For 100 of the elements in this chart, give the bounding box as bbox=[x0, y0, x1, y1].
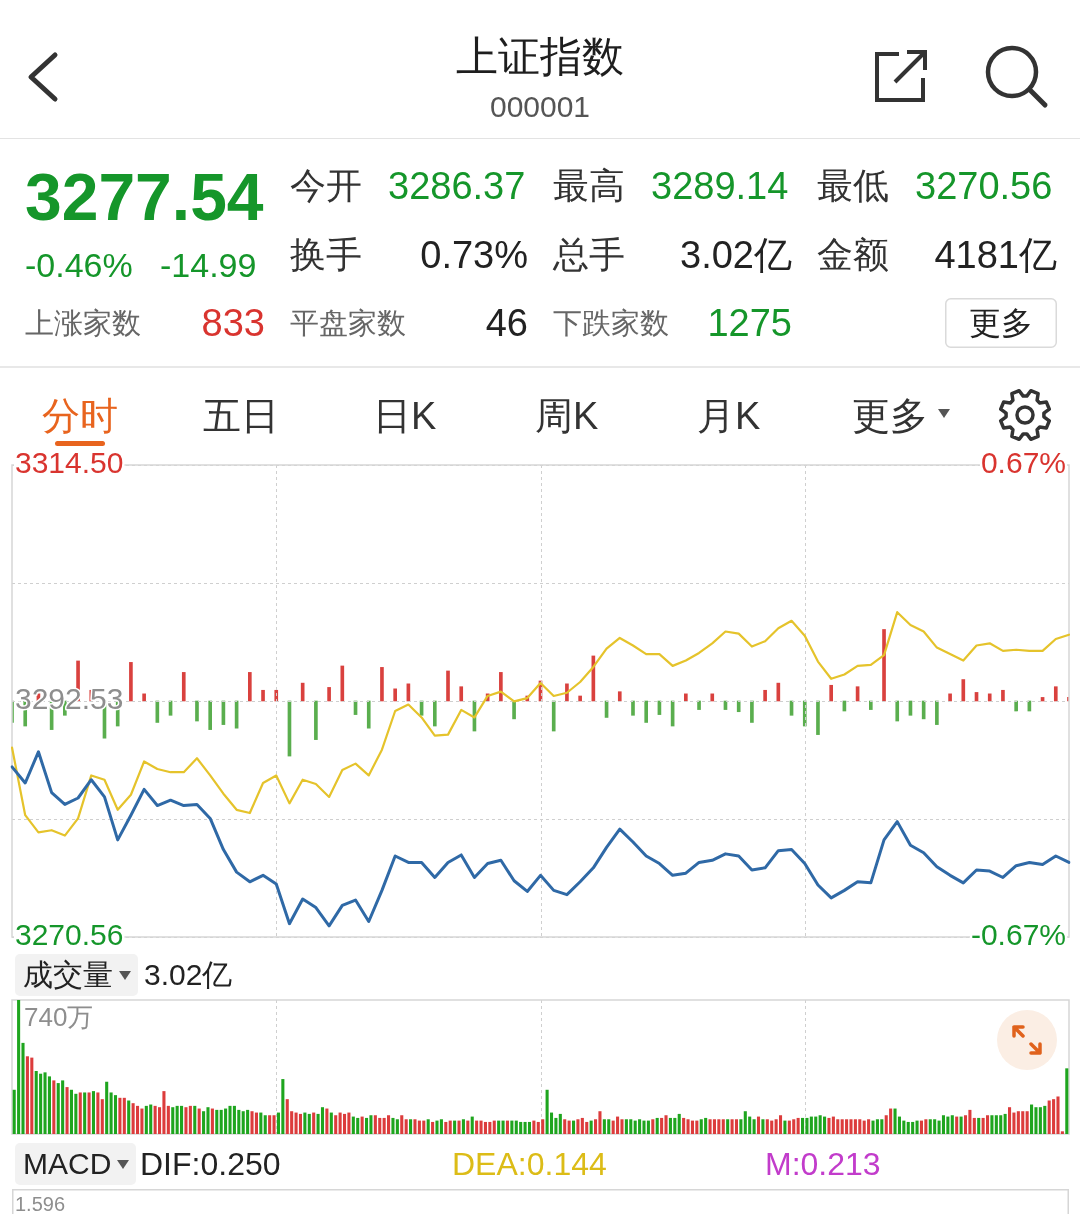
text: 000001 bbox=[489, 90, 591, 123]
bar bbox=[629, 1119, 633, 1134]
bar bbox=[91, 1091, 96, 1134]
bar bbox=[483, 1121, 487, 1134]
text: 五日 bbox=[203, 395, 279, 437]
bar bbox=[578, 695, 582, 702]
bar bbox=[314, 700, 318, 740]
text: 日K bbox=[373, 395, 437, 437]
bar bbox=[946, 1116, 950, 1134]
bar bbox=[598, 1111, 602, 1134]
bar bbox=[1043, 1105, 1047, 1134]
bar bbox=[845, 1119, 849, 1134]
bar bbox=[228, 1105, 232, 1134]
text: 3270.56 bbox=[915, 165, 1053, 207]
bar bbox=[563, 1119, 567, 1134]
bar bbox=[393, 688, 397, 702]
bar bbox=[65, 1087, 69, 1134]
bar bbox=[730, 1119, 734, 1134]
bar bbox=[446, 670, 450, 702]
bar bbox=[52, 1080, 56, 1134]
bar bbox=[541, 1119, 545, 1134]
chart-title: 成交量 bbox=[23, 958, 113, 991]
bar bbox=[589, 1120, 593, 1134]
bar bbox=[479, 1120, 483, 1134]
text: 下跌家数 bbox=[553, 306, 669, 339]
bar bbox=[734, 1119, 739, 1134]
bar bbox=[987, 693, 992, 702]
bar bbox=[369, 1115, 373, 1134]
bar bbox=[721, 1119, 725, 1134]
bar bbox=[849, 1119, 853, 1134]
bar bbox=[690, 1120, 694, 1134]
bar bbox=[990, 1115, 994, 1134]
bar bbox=[432, 700, 437, 727]
bar bbox=[109, 1092, 113, 1134]
bar bbox=[1053, 686, 1058, 702]
bar bbox=[950, 1115, 954, 1134]
bar bbox=[875, 1119, 879, 1134]
bar bbox=[972, 1117, 976, 1134]
bar bbox=[809, 1116, 813, 1134]
bar bbox=[545, 1089, 549, 1134]
bar bbox=[567, 1120, 571, 1134]
bar bbox=[140, 1108, 144, 1134]
text: 周K bbox=[535, 395, 599, 437]
bar bbox=[181, 672, 186, 702]
bar bbox=[726, 1119, 730, 1134]
bar bbox=[1014, 700, 1018, 712]
bar bbox=[334, 1115, 338, 1134]
text: 0.73% bbox=[420, 234, 528, 276]
bar bbox=[756, 1116, 761, 1134]
bar bbox=[43, 1072, 47, 1134]
bar bbox=[78, 1092, 82, 1134]
bar bbox=[1016, 1111, 1020, 1134]
bar bbox=[492, 1120, 496, 1134]
bar bbox=[360, 1116, 364, 1134]
bar bbox=[338, 1112, 342, 1134]
bar bbox=[294, 1112, 298, 1134]
bar bbox=[805, 1117, 809, 1134]
bar bbox=[347, 1112, 351, 1134]
bar bbox=[129, 662, 133, 702]
bar bbox=[351, 1116, 355, 1134]
text: 分时 bbox=[42, 395, 118, 437]
bar bbox=[417, 1120, 421, 1134]
text: 833 bbox=[201, 302, 265, 344]
bar bbox=[985, 1115, 990, 1134]
bar bbox=[215, 1109, 219, 1134]
bar bbox=[655, 1117, 659, 1134]
bar bbox=[391, 1117, 395, 1134]
bar bbox=[499, 672, 503, 702]
bar bbox=[862, 1120, 866, 1134]
text: 更多 bbox=[969, 305, 1033, 341]
bar bbox=[955, 1116, 959, 1134]
bar bbox=[761, 1119, 765, 1134]
bar bbox=[219, 1109, 223, 1134]
bar bbox=[840, 1119, 844, 1134]
bar bbox=[47, 1076, 51, 1134]
text: 更多 bbox=[852, 395, 928, 437]
bar bbox=[1025, 1111, 1029, 1134]
bar bbox=[858, 1119, 862, 1134]
bar bbox=[74, 1093, 78, 1134]
bar bbox=[602, 1119, 606, 1134]
bar bbox=[285, 1099, 289, 1134]
bar bbox=[787, 1120, 791, 1134]
bar bbox=[906, 1121, 910, 1134]
bar bbox=[366, 700, 371, 729]
bar bbox=[818, 1115, 822, 1134]
bar bbox=[241, 1111, 245, 1134]
text: DIF:0.250 bbox=[140, 1146, 281, 1182]
text: 金额 bbox=[817, 234, 889, 275]
bar bbox=[426, 1119, 430, 1134]
bar bbox=[118, 1097, 122, 1134]
y-tick-label: 3314.50 bbox=[15, 446, 124, 480]
bar bbox=[461, 1119, 465, 1134]
bar bbox=[122, 1097, 126, 1134]
bar bbox=[30, 1057, 34, 1134]
bar bbox=[303, 1112, 307, 1134]
bar bbox=[127, 1100, 131, 1134]
bar bbox=[1008, 1107, 1012, 1134]
bar bbox=[816, 700, 820, 735]
bar bbox=[882, 629, 886, 702]
bar bbox=[712, 1119, 717, 1134]
